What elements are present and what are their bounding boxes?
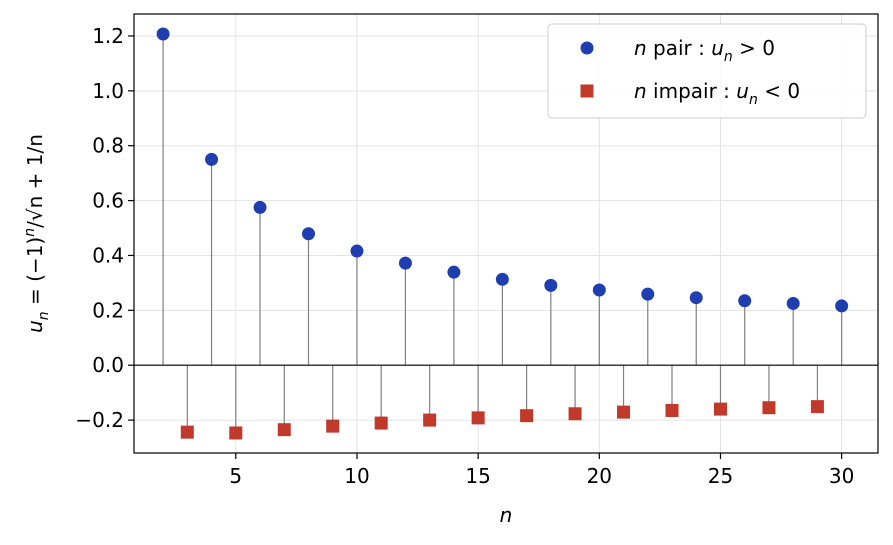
point-odd (762, 401, 776, 415)
y-tick-label: 0.8 (92, 134, 124, 158)
legend-label-odd: n impair : un < 0 (634, 79, 800, 108)
markers (156, 27, 849, 440)
point-even (495, 272, 509, 286)
point-odd (326, 419, 340, 433)
point-even (641, 287, 655, 301)
y-tick-label: 0.0 (92, 353, 124, 377)
point-odd (713, 402, 727, 416)
legend-even-u: u (711, 36, 724, 60)
ticks: 5 10 15 20 25 30 −0.2 0.0 0.2 0.4 0.6 0.8 1.0 1.2 (75, 24, 854, 488)
legend-even-word: pair : (647, 36, 712, 60)
x-tick-label: 20 (587, 464, 612, 488)
point-even (835, 299, 849, 313)
x-tick-label: 10 (344, 464, 369, 488)
point-odd (568, 407, 582, 421)
point-even (447, 265, 461, 279)
point-even (350, 244, 364, 258)
legend-marker-odd (580, 84, 594, 98)
point-even (544, 278, 558, 292)
legend-label-even: n pair : un > 0 (634, 36, 775, 65)
point-even (398, 256, 412, 270)
legend-box (547, 23, 867, 119)
point-odd (665, 403, 679, 417)
point-even (738, 294, 752, 308)
y-tick-label: 1.0 (92, 79, 124, 103)
y-tick-label: −0.2 (75, 408, 124, 432)
point-odd (374, 416, 388, 430)
y-tick-label: 0.6 (92, 189, 124, 213)
point-odd (180, 425, 194, 439)
y-label-tail: /√n + 1/n (23, 134, 47, 228)
legend-even-n: n (634, 36, 647, 60)
legend-odd-cond: < 0 (758, 79, 800, 103)
stems (162, 34, 843, 433)
point-even (301, 227, 315, 241)
y-tick-label: 0.4 (92, 243, 124, 267)
legend-odd-n: n (634, 79, 647, 103)
point-odd (810, 400, 824, 414)
x-tick-label: 5 (229, 464, 242, 488)
point-even (786, 296, 800, 310)
point-odd (520, 409, 534, 423)
point-odd (617, 405, 631, 419)
y-tick-label: 1.2 (92, 24, 124, 48)
y-tick-label: 0.2 (92, 298, 124, 322)
x-tick-label: 15 (465, 464, 490, 488)
point-even (253, 200, 267, 214)
legend-odd-sub: n (749, 92, 758, 108)
point-even (205, 152, 219, 166)
point-even (592, 283, 606, 297)
y-axis-label: un = (−1)n/√n + 1/n (22, 134, 52, 333)
x-axis-label: n (500, 503, 513, 527)
point-even (156, 27, 170, 41)
point-odd (471, 411, 485, 425)
x-tick-label: 30 (829, 464, 854, 488)
y-label-rest: = (−1) (23, 237, 47, 312)
plot-frame (133, 13, 879, 454)
y-label-u: u (23, 320, 47, 333)
point-even (689, 291, 703, 305)
legend-even-sub: n (724, 49, 733, 65)
legend-odd-word: impair : (647, 79, 737, 103)
y-label-sup: n (22, 228, 38, 237)
y-label-sub: n (36, 311, 52, 320)
legend-even-cond: > 0 (733, 36, 775, 60)
point-odd (277, 423, 291, 437)
x-tick-label: 25 (708, 464, 733, 488)
point-odd (229, 426, 243, 440)
legend: n pair : un > 0 n impair : un < 0 (547, 23, 867, 119)
legend-marker-even (580, 41, 594, 55)
legend-odd-u: u (736, 79, 749, 103)
point-odd (423, 413, 437, 427)
